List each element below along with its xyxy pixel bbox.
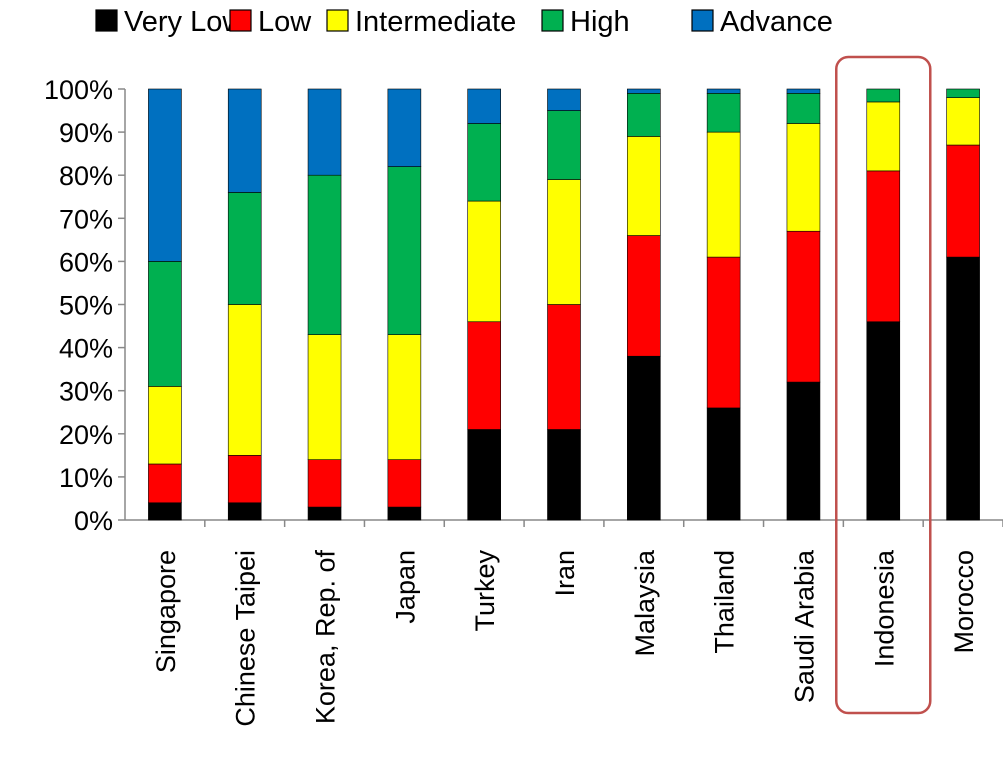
- y-tick-label-0: 0%: [74, 506, 113, 536]
- bar-4-4: [467, 88, 501, 124]
- bar-5-3: [547, 110, 581, 180]
- y-tick-label-10: 100%: [44, 75, 113, 105]
- bar-10-3: [946, 88, 980, 98]
- y-axis: 0% 10% 20% 30% 40% 50% 60% 70% 80% 90% 100%: [44, 75, 1003, 536]
- bar-4-3: [467, 123, 501, 202]
- bar-9-0: [866, 321, 901, 521]
- bar-1-0: [227, 502, 262, 521]
- bar-2-4: [307, 88, 342, 176]
- legend-swatch-4: [691, 9, 714, 32]
- bar-8-3: [786, 93, 821, 124]
- y-tick-label-5: 50%: [59, 291, 113, 321]
- x-tick-label-3: Japan: [390, 550, 420, 624]
- bar-5-1: [547, 304, 581, 430]
- bar-10-0: [946, 256, 980, 521]
- bar-3-2: [387, 334, 422, 460]
- y-tick-label-4: 40%: [59, 334, 113, 364]
- bar-5-4: [547, 88, 581, 111]
- bar-1-1: [227, 455, 262, 504]
- x-axis-labels: Singapore Chinese Taipei Korea, Rep. of Jap…: [151, 549, 979, 727]
- bar-7-1: [706, 256, 741, 409]
- bar-1-2: [227, 304, 262, 456]
- bar-9-2: [866, 101, 901, 172]
- y-tick-label-2: 20%: [59, 420, 113, 450]
- bar-7-4: [706, 88, 741, 94]
- bar-4-1: [467, 321, 501, 430]
- legend-swatch-1: [229, 9, 252, 32]
- legend: Very Low Low Intermediate High Advance: [95, 6, 833, 38]
- legend-swatch-0: [95, 9, 118, 32]
- bar-8-0: [786, 381, 821, 521]
- y-tick-label-7: 70%: [59, 204, 113, 234]
- bars: [148, 88, 980, 521]
- x-tick-label-5: Iran: [550, 550, 580, 597]
- bar-6-0: [627, 355, 661, 521]
- bar-6-4: [627, 88, 661, 94]
- bar-8-1: [786, 230, 821, 383]
- bar-9-3: [866, 88, 901, 103]
- bar-3-1: [387, 459, 422, 508]
- bar-9-1: [866, 170, 901, 323]
- y-tick-label-1: 10%: [59, 463, 113, 493]
- legend-swatch-2: [326, 9, 349, 32]
- x-tick-label-2: Korea, Rep. of: [311, 550, 341, 725]
- bar-3-3: [387, 166, 422, 335]
- bar-1-4: [227, 88, 262, 193]
- bar-7-2: [706, 131, 741, 258]
- y-tick-label-8: 80%: [59, 161, 113, 191]
- bar-3-0: [387, 506, 422, 521]
- bar-10-2: [946, 97, 980, 146]
- y-tick-label-3: 30%: [59, 377, 113, 407]
- bar-4-2: [467, 200, 501, 323]
- bar-7-0: [706, 407, 741, 521]
- bar-5-0: [547, 429, 581, 521]
- legend-label-1: Low: [258, 6, 312, 38]
- highlight-box: [835, 55, 932, 715]
- x-tick-label-1: Chinese Taipei: [231, 550, 261, 727]
- bar-2-3: [307, 174, 342, 335]
- bar-0-0: [148, 502, 182, 521]
- legend-label-3: High: [570, 6, 630, 38]
- y-tick-label-9: 90%: [59, 118, 113, 148]
- bar-2-0: [307, 506, 342, 521]
- legend-label-4: Advance: [720, 6, 833, 38]
- x-tick-label-0: Singapore: [151, 550, 181, 673]
- legend-label-0: Very Low: [124, 6, 244, 38]
- x-tick-label-8: Saudi Arabia: [789, 549, 819, 703]
- bar-6-1: [627, 235, 661, 357]
- bar-4-0: [467, 429, 501, 521]
- bar-2-1: [307, 459, 342, 508]
- x-tick-label-6: Malaysia: [630, 549, 660, 657]
- bar-6-2: [627, 136, 661, 236]
- bar-7-3: [706, 93, 741, 133]
- bar-3-4: [387, 88, 422, 167]
- x-tick-label-9: Indonesia: [869, 549, 899, 667]
- bar-0-1: [148, 463, 182, 504]
- bar-10-1: [946, 144, 980, 258]
- bar-0-3: [148, 261, 182, 387]
- x-tick-label-10: Morocco: [949, 550, 979, 654]
- y-tick-label-6: 60%: [59, 247, 113, 277]
- bar-1-3: [227, 192, 262, 305]
- bar-0-2: [148, 386, 182, 465]
- bar-2-2: [307, 334, 342, 460]
- bar-8-4: [786, 88, 821, 94]
- bar-0-4: [148, 88, 182, 262]
- x-tick-label-4: Turkey: [470, 550, 500, 632]
- bar-5-2: [547, 179, 581, 305]
- x-tick-label-7: Thailand: [710, 550, 740, 654]
- bar-8-2: [786, 123, 821, 232]
- legend-label-2: Intermediate: [355, 6, 516, 38]
- highlight-rect: [835, 55, 932, 715]
- legend-swatch-3: [541, 9, 564, 32]
- bar-6-3: [627, 93, 661, 137]
